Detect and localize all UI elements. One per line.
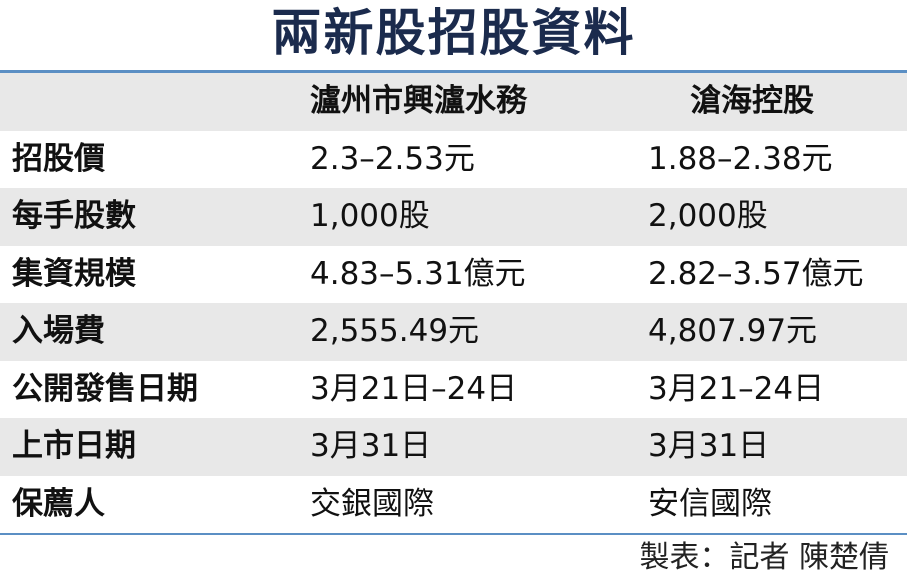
row-label: 集資規模 [12, 255, 136, 292]
cell: 1.88–2.38元 [648, 140, 833, 177]
cell: 2,555.49元 [310, 313, 480, 349]
cell: 3月21日–24日 [310, 370, 518, 407]
table-row: 入場費 2,555.49元 4,807.97元 [0, 303, 907, 361]
column-header: 滄海控股 [690, 83, 814, 119]
table-row: 每手股數 1,000股 2,000股 [0, 188, 907, 246]
cell: 2,000股 [648, 198, 768, 234]
table-row: 招股價 2.3–2.53元 1.88–2.38元 [0, 131, 907, 189]
cell: 交銀國際 [310, 485, 434, 522]
row-label: 招股價 [12, 140, 105, 177]
table: 瀘州市興瀘水務 滄海控股 招股價 2.3–2.53元 1.88–2.38元每手股數 1… [0, 70, 907, 535]
title: 兩新股招股資料 [271, 4, 636, 62]
cell: 3月31日 [648, 428, 770, 464]
cell: 安信國際 [648, 485, 772, 522]
table-row: 公開發售日期 3月21日–24日 3月21–24日 [0, 361, 907, 419]
cell: 1,000股 [310, 198, 430, 234]
table-row: 上市日期 3月31日 3月31日 [0, 418, 907, 476]
cell: 4,807.97元 [648, 313, 818, 349]
row-label: 入場費 [12, 313, 105, 349]
cell: 3月21–24日 [648, 370, 825, 407]
cell: 2.82–3.57億元 [648, 255, 864, 292]
cell: 3月31日 [310, 428, 432, 464]
row-label: 每手股數 [12, 198, 136, 234]
cell: 4.83–5.31億元 [310, 255, 526, 292]
table-row: 保薦人 交銀國際 安信國際 [0, 476, 907, 534]
row-label: 公開發售日期 [12, 370, 198, 407]
table-row: 集資規模 4.83–5.31億元 2.82–3.57億元 [0, 246, 907, 304]
row-label: 上市日期 [12, 428, 136, 464]
cell: 2.3–2.53元 [310, 140, 475, 177]
row-label: 保薦人 [12, 485, 105, 522]
column-header: 瀘州市興瀘水務 [310, 83, 527, 119]
header-row: 瀘州市興瀘水務 滄海控股 [0, 73, 907, 131]
footer: 製表：記者 陳楚倩 [639, 540, 889, 575]
